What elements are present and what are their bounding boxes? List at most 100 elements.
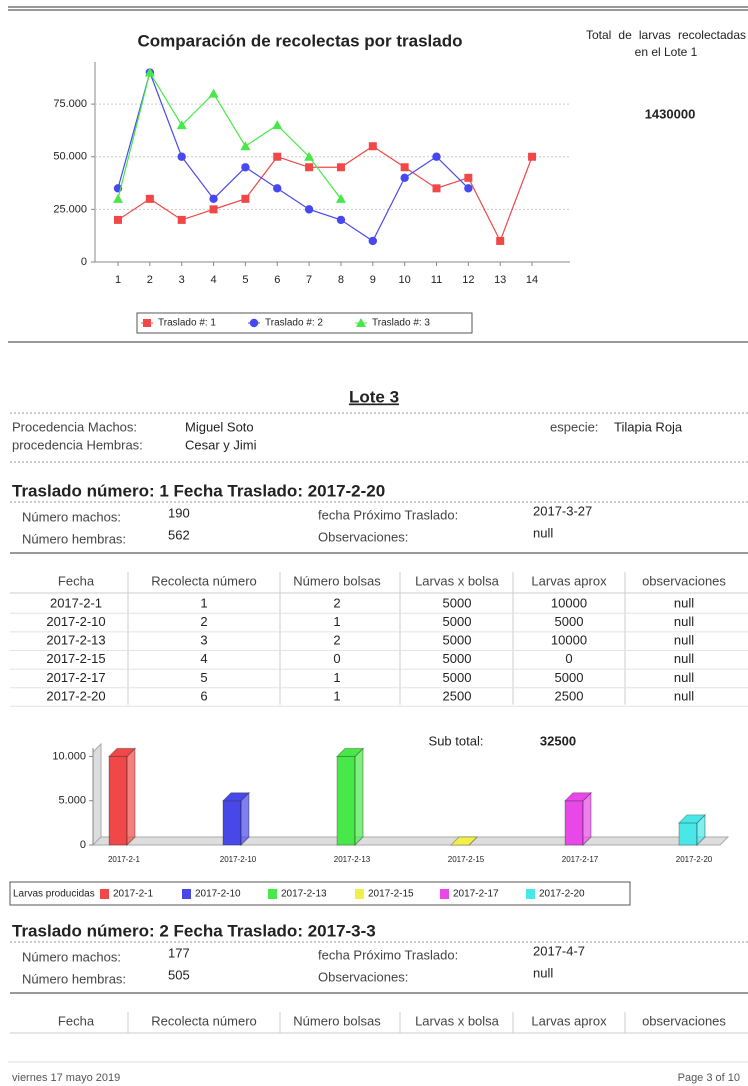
bar-top bbox=[107, 747, 137, 757]
legend-box bbox=[9, 881, 631, 906]
bar-front bbox=[108, 755, 128, 846]
table-cell: 5000 bbox=[443, 633, 472, 648]
legend-label: 2017-2-20 bbox=[539, 889, 585, 900]
table-cell: 1 bbox=[333, 614, 340, 629]
x-tick-label: 2017-2-10 bbox=[220, 855, 257, 864]
field-value: 562 bbox=[168, 527, 190, 542]
table-cell: 5000 bbox=[443, 651, 472, 666]
data-point bbox=[432, 184, 441, 193]
field-value: 2017-3-27 bbox=[533, 503, 592, 518]
legend-label: Traslado #: 2 bbox=[265, 318, 323, 329]
table-cell: 2500 bbox=[555, 688, 584, 703]
bar-side bbox=[354, 747, 364, 847]
table-cell: 1 bbox=[200, 595, 207, 610]
x-tick-label: 1 bbox=[115, 274, 121, 286]
x-tick-label: 2 bbox=[147, 274, 153, 286]
table-cell: null bbox=[674, 614, 694, 629]
bar-front bbox=[678, 822, 698, 846]
table-cell: 2017-2-13 bbox=[46, 633, 105, 648]
table-cell: 0 bbox=[565, 651, 572, 666]
data-point bbox=[113, 193, 123, 203]
traslado-title: Traslado número: 1 Fecha Traslado: 2017-… bbox=[12, 481, 385, 500]
field-label: Número machos: bbox=[22, 509, 121, 524]
y-tick-label: 0 bbox=[81, 256, 87, 268]
data-point bbox=[496, 236, 505, 245]
x-tick-label: 10 bbox=[399, 274, 411, 286]
table-cell: 10000 bbox=[551, 595, 587, 610]
column-header: Recolecta número bbox=[151, 573, 257, 588]
table-cell: 2017-2-17 bbox=[46, 670, 105, 685]
table-cell: 2500 bbox=[443, 688, 472, 703]
data-point bbox=[368, 142, 377, 151]
floor bbox=[91, 836, 730, 846]
data-point bbox=[304, 151, 315, 161]
field-value: null bbox=[533, 525, 553, 540]
field-label: Número hembras: bbox=[22, 971, 126, 986]
series-line bbox=[117, 145, 533, 243]
y-tick-label: 50.000 bbox=[53, 151, 87, 163]
x-tick-label: 8 bbox=[338, 274, 344, 286]
y-tick-label: 0 bbox=[80, 839, 86, 851]
lote-title: Lote 3 bbox=[349, 387, 399, 406]
bar-top bbox=[335, 747, 365, 757]
table-cell: 2 bbox=[333, 633, 340, 648]
column-header: observaciones bbox=[642, 573, 726, 588]
table-cell: 1 bbox=[333, 670, 340, 685]
field-label: Procedencia Machos: bbox=[12, 419, 137, 434]
data-point bbox=[273, 152, 282, 161]
data-point bbox=[177, 152, 186, 161]
data-point bbox=[335, 193, 346, 203]
table-cell: 6 bbox=[200, 688, 207, 703]
legend-title: Larvas producidas bbox=[13, 889, 95, 900]
field-value: 2017-4-7 bbox=[533, 943, 585, 958]
series-line bbox=[117, 70, 342, 200]
table-cell: null bbox=[674, 633, 694, 648]
bar bbox=[449, 836, 479, 846]
data-point bbox=[336, 215, 346, 225]
y-tick-label: 25.000 bbox=[53, 203, 87, 215]
data-point bbox=[241, 194, 250, 203]
legend-swatch bbox=[182, 889, 191, 899]
field-label: Número machos: bbox=[22, 949, 121, 964]
data-point bbox=[177, 215, 186, 224]
table-cell: null bbox=[674, 595, 694, 610]
data-point bbox=[305, 163, 314, 172]
data-point bbox=[114, 215, 122, 224]
table-cell: 2017-2-1 bbox=[50, 595, 102, 610]
bar-front bbox=[564, 800, 584, 846]
field-value: 505 bbox=[168, 967, 190, 982]
field-value: 190 bbox=[168, 505, 190, 520]
field-value: Miguel Soto bbox=[185, 419, 254, 434]
column-header: Fecha bbox=[58, 1013, 95, 1028]
table-cell: 5000 bbox=[443, 614, 472, 629]
data-point bbox=[209, 194, 218, 204]
subtotal-label: Sub total: bbox=[429, 733, 484, 748]
x-tick-label: 3 bbox=[179, 274, 185, 286]
summary-value: 1430000 bbox=[645, 106, 696, 121]
legend-swatch bbox=[268, 889, 277, 899]
data-point bbox=[528, 152, 537, 161]
legend-label: 2017-2-13 bbox=[281, 889, 327, 900]
bar-top bbox=[677, 814, 707, 824]
data-point bbox=[368, 236, 377, 246]
legend-marker bbox=[356, 318, 366, 327]
bar-side bbox=[240, 791, 250, 847]
column-header: observaciones bbox=[642, 1013, 726, 1028]
table-cell: null bbox=[674, 688, 694, 703]
legend-swatch bbox=[440, 889, 449, 899]
field-value: Tilapia Roja bbox=[614, 419, 683, 434]
data-point bbox=[272, 120, 283, 130]
x-tick-label: 12 bbox=[462, 274, 474, 286]
table-cell: null bbox=[674, 670, 694, 685]
y-tick-label: 10.000 bbox=[52, 750, 86, 762]
table-cell: 5000 bbox=[555, 614, 584, 629]
chart-title: Comparación de recolectas por traslado bbox=[138, 31, 463, 50]
bar bbox=[107, 747, 137, 847]
table-cell: 2 bbox=[200, 614, 207, 629]
data-point bbox=[432, 152, 441, 161]
bar-top bbox=[221, 792, 251, 802]
table-cell: 5000 bbox=[555, 670, 584, 685]
table-cell: 2017-2-20 bbox=[46, 688, 105, 703]
x-tick-label: 2017-2-15 bbox=[448, 855, 485, 864]
subtotal-value: 32500 bbox=[540, 733, 576, 748]
